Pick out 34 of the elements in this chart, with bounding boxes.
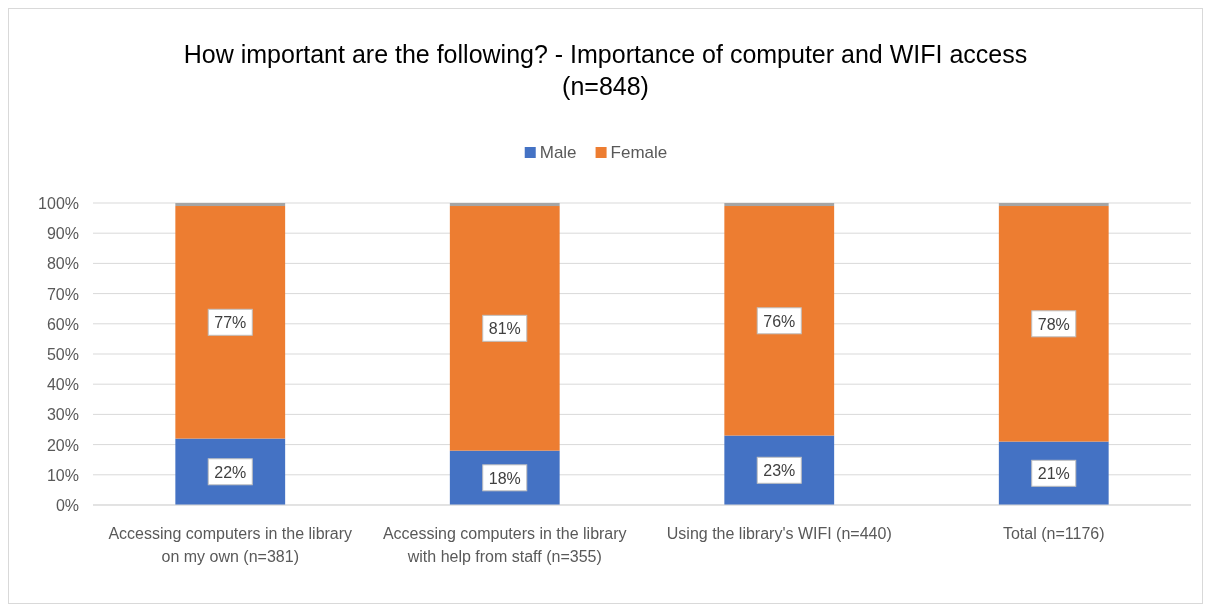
bar bbox=[724, 206, 835, 436]
bar bbox=[449, 206, 560, 451]
x-tick-label: Using the library's WIFI (n=440) bbox=[666, 525, 892, 542]
data-label: 23% bbox=[763, 462, 796, 480]
bar bbox=[998, 203, 1109, 207]
y-tick-label: 30% bbox=[46, 406, 79, 424]
y-tick-label: 20% bbox=[46, 436, 79, 454]
bar bbox=[724, 203, 835, 207]
y-tick-label: 70% bbox=[46, 285, 79, 303]
bar bbox=[449, 203, 560, 207]
y-tick-label: 10% bbox=[46, 466, 79, 484]
bar bbox=[175, 206, 286, 439]
y-tick-label: 100% bbox=[38, 195, 79, 212]
data-label: 81% bbox=[488, 320, 521, 338]
data-label: 18% bbox=[488, 469, 521, 487]
data-label: 21% bbox=[1037, 465, 1070, 483]
data-label: 78% bbox=[1037, 315, 1070, 333]
data-label: 76% bbox=[763, 312, 796, 330]
chart-title: How important are the following? - Importance of computer and WIFI access (n=848) bbox=[183, 40, 1028, 100]
y-tick-label: 60% bbox=[46, 315, 79, 333]
legend-label: Female bbox=[610, 143, 668, 162]
y-tick-label: 90% bbox=[46, 225, 79, 243]
legend-label: Male bbox=[539, 143, 577, 162]
y-tick-label: 40% bbox=[46, 376, 79, 394]
x-tick-label: Total (n=1176) bbox=[1002, 525, 1105, 542]
y-tick-label: 0% bbox=[55, 497, 79, 514]
x-tick-label: Accessing computers in the library on my own (n=381) bbox=[108, 525, 353, 565]
data-label: 77% bbox=[214, 314, 247, 332]
y-tick-label: 80% bbox=[46, 255, 79, 273]
x-tick-label: Accessing computers in the library with help from staff (n=355) bbox=[382, 525, 627, 565]
y-tick-label: 50% bbox=[46, 346, 79, 363]
bar bbox=[998, 206, 1109, 442]
data-label: 22% bbox=[214, 463, 247, 481]
bar bbox=[175, 203, 286, 207]
